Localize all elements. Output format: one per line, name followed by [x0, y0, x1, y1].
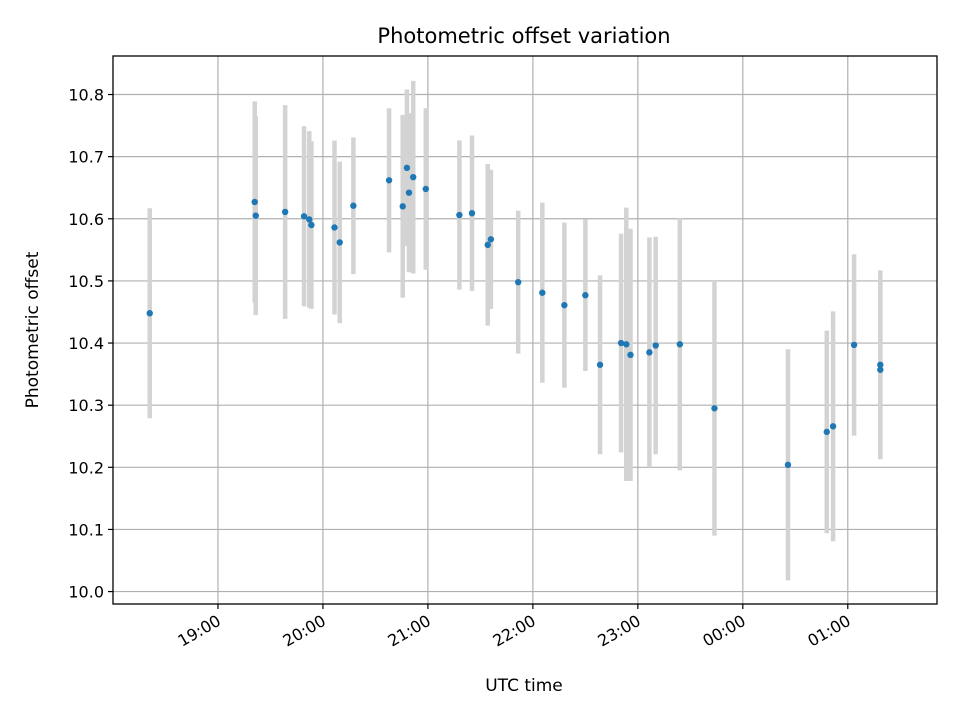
data-point: [422, 185, 430, 193]
plot-area-frame: [112, 55, 938, 605]
data-point: [582, 292, 589, 299]
y-tick-label: 10.5: [68, 272, 104, 291]
x-axis-label: UTC time: [485, 676, 563, 696]
data-point: [336, 239, 343, 246]
data-point: [877, 361, 884, 368]
data-point: [623, 341, 630, 348]
y-axis-label: Photometric offset: [23, 251, 43, 408]
data-point: [829, 423, 837, 430]
data-point: [877, 366, 884, 373]
data-point: [784, 461, 792, 469]
data-point: [306, 216, 313, 223]
data-point: [627, 351, 634, 359]
data-point: [676, 341, 684, 348]
data-point: [300, 213, 308, 220]
y-tick-label: 10.1: [68, 520, 104, 539]
y-tick-label: 10.0: [68, 583, 104, 602]
data-point: [251, 198, 258, 206]
data-point: [711, 405, 718, 412]
data-point: [410, 173, 417, 181]
data-point: [403, 164, 411, 172]
data-point: [850, 341, 858, 349]
y-tick-label: 10.2: [68, 458, 104, 477]
data-point: [617, 339, 625, 347]
data-point: [484, 241, 491, 249]
data-point: [385, 177, 393, 184]
data-point: [468, 209, 476, 217]
y-tick-label: 10.7: [68, 148, 104, 167]
data-point: [252, 212, 259, 219]
y-tick-label: 10.6: [68, 210, 104, 229]
data-point: [308, 221, 315, 229]
data-point: [146, 310, 153, 317]
data-point: [652, 342, 659, 349]
data-point: [405, 189, 413, 196]
data-point: [331, 224, 338, 231]
data-point: [456, 211, 463, 219]
data-point: [350, 202, 357, 209]
y-tick-label: 10.4: [68, 334, 104, 353]
chart-title: Photometric offset variation: [377, 24, 670, 48]
data-point: [646, 349, 653, 356]
data-point: [487, 236, 495, 243]
data-point: [561, 301, 568, 309]
data-points: [146, 164, 884, 469]
data-point: [399, 203, 406, 210]
y-tick-label: 10.8: [68, 86, 104, 105]
grid-lines: [113, 56, 937, 604]
y-axis-ticks: 10.0 10.1 10.2 10.3 10.4 10.5 10.6 10.7 10.8: [68, 86, 113, 602]
data-point: [281, 208, 289, 216]
data-point: [823, 428, 830, 436]
data-point: [514, 278, 522, 286]
data-point: [539, 289, 546, 296]
y-tick-label: 10.3: [68, 396, 104, 415]
data-point: [596, 361, 604, 368]
